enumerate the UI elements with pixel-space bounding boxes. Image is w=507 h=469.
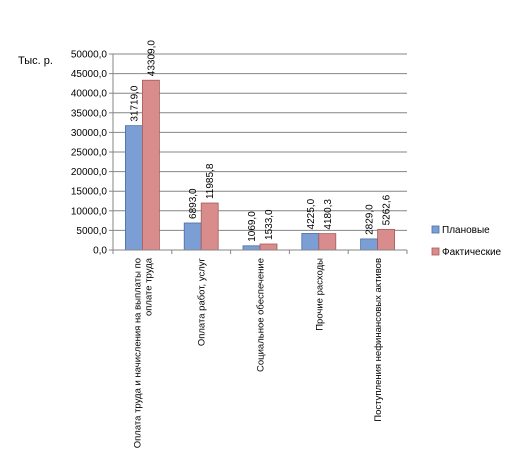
legend-label: Плановые [442, 225, 490, 236]
labels-layer: 31719,0 43309,0 Оплата труда и начисления … [129, 40, 392, 449]
axis-layer: 0,0 5000,0 10000,0 15000,0 20000,0 25000,0 300… [71, 50, 408, 257]
y-tick-label: 30000,0 [71, 128, 108, 139]
data-label: 31719,0 [129, 85, 140, 122]
x-category-label: Прочие расходы [314, 258, 325, 331]
x-category-label: Поступления нефинансовых активов [373, 258, 384, 422]
bar-actual [318, 233, 337, 251]
unit-label: Тыс. р. [18, 55, 53, 67]
y-tick-label: 20000,0 [71, 167, 108, 178]
y-tick-label: 10000,0 [71, 206, 108, 217]
data-label: 4180,3 [323, 199, 334, 230]
data-label: 4225,0 [306, 198, 317, 229]
bar-planned [360, 238, 379, 251]
bar-actual [200, 202, 219, 251]
y-tick-label: 15000,0 [71, 187, 108, 198]
bar-actual [141, 79, 160, 251]
y-tick-label: 50000,0 [71, 50, 108, 61]
legend: Плановые Фактические [431, 225, 502, 258]
legend-swatch [431, 225, 440, 234]
data-label: 43309,0 [146, 40, 157, 77]
grid-layer [113, 53, 407, 251]
legend-swatch [431, 247, 440, 256]
y-tick-label: 45000,0 [71, 69, 108, 80]
y-tick-label: 35000,0 [71, 108, 108, 119]
bar-actual [259, 243, 278, 251]
x-category-label: Оплата работ, услуг [197, 257, 208, 346]
data-label: 1069,0 [247, 211, 258, 242]
y-tick-label: 25000,0 [71, 148, 108, 159]
bars-layer [125, 79, 396, 251]
data-label: 5262,6 [382, 194, 393, 225]
bar-planned [125, 125, 143, 251]
bar-planned [301, 233, 320, 251]
y-tick-label: 5000,0 [76, 226, 107, 237]
y-tick-label: 0,0 [93, 246, 107, 257]
x-category-label: оплате труда [143, 257, 154, 316]
bar-planned [242, 245, 261, 251]
data-label: 2829,0 [365, 204, 376, 235]
data-label: 6893,0 [188, 188, 199, 219]
bar-planned [183, 222, 202, 251]
y-tick-label: 40000,0 [71, 89, 108, 100]
data-label: 11985,8 [205, 163, 216, 199]
bar-actual [377, 228, 396, 251]
data-label: 1533,0 [264, 209, 275, 240]
x-category-label: Социальное обеспечение [256, 258, 267, 372]
legend-label: Фактические [442, 247, 502, 258]
x-category-label: Оплата труда и начисления на выплаты по [132, 258, 143, 448]
